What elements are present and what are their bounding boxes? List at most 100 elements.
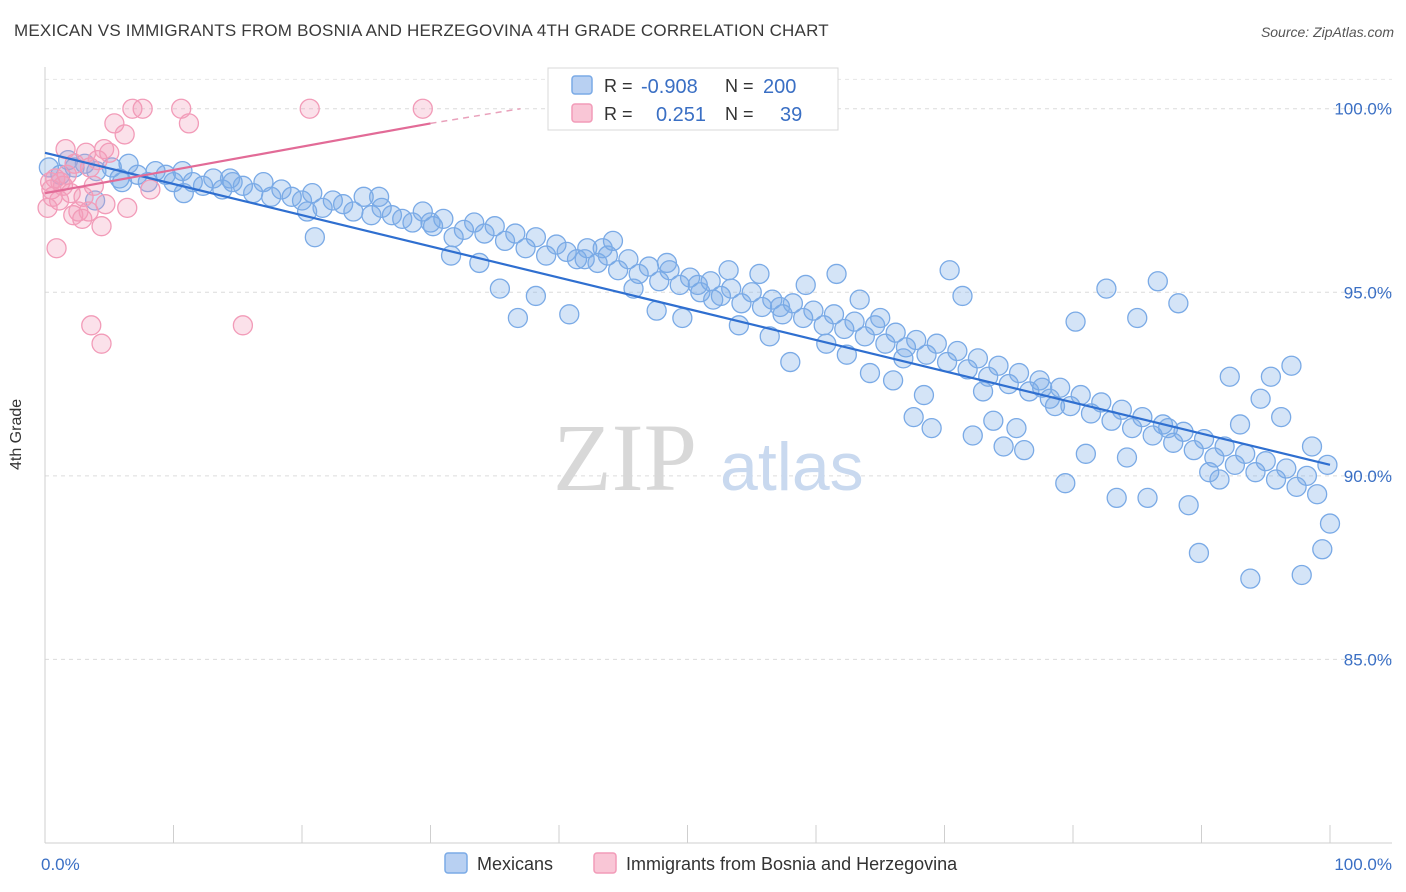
point-mexicans [1188,542,1210,564]
stat-n-label-mexicans: N = [725,76,754,96]
point-mexicans [1116,447,1138,468]
legend-label-mexicans: Mexicans [477,854,553,874]
point-mexicans [988,355,1009,376]
point-mexicans [1301,436,1323,457]
point-mexicans [1250,388,1271,409]
point-mexicans [859,362,881,384]
point-mexicans [816,333,837,354]
point-mexicans [507,307,529,329]
point-mexicans [679,267,701,288]
point-mexicans [1014,440,1035,461]
point-bosnia [78,201,99,222]
series-legend: Mexicans Immigrants from Bosnia and Herz… [444,852,958,874]
point-mexicans [1276,458,1297,479]
point-mexicans [780,351,801,373]
x-tick-label: 0.0% [41,855,80,874]
point-mexicans [656,252,678,274]
point-mexicans [1032,377,1053,398]
point-mexicans [1265,469,1287,490]
point-mexicans [1147,271,1168,292]
y-tick-label: 85.0% [1344,650,1392,669]
point-mexicans [972,381,994,402]
tick-labels: 100.0% 95.0% 90.0% 85.0% 0.0% 100.0% [41,100,1392,874]
point-mexicans [762,289,783,310]
point-mexicans [793,307,814,329]
trend-line-bosnia-extension [430,107,521,125]
point-mexicans [361,205,382,226]
point-mexicans [1240,568,1261,589]
point-mexicans [546,234,567,255]
point-mexicans [703,289,724,310]
point-mexicans [489,278,511,299]
watermark-atlas: atlas [720,429,864,505]
x-tick-label: 100.0% [1334,855,1392,874]
point-mexicans [957,359,978,380]
point-mexicans [1214,436,1235,457]
y-tick-label: 100.0% [1334,100,1392,119]
point-mexicans [261,186,282,207]
point-mexicans [885,322,906,343]
watermark-zip: ZIP [553,404,697,511]
point-mexicans [1224,454,1246,475]
point-mexicans [484,216,505,237]
point-mexicans [844,311,865,332]
point-mexicans [302,183,323,204]
point-mexicans [1178,495,1199,516]
point-mexicans [823,304,845,325]
point-mexicans [870,307,891,329]
stat-swatch-bosnia [571,103,593,123]
point-mexicans [1044,395,1066,417]
point-mexicans [718,260,739,281]
point-mexicans [916,344,937,365]
legend-swatch-mexicans [444,852,468,874]
point-mexicans [1255,451,1276,472]
point-mexicans [433,208,454,230]
point-mexicans [741,282,762,303]
point-mexicans [1281,355,1302,376]
point-mexicans [556,241,577,263]
point-mexicans [947,340,968,362]
point-mexicans [1096,278,1117,299]
watermark: ZIP atlas [553,404,864,511]
point-bosnia [412,98,433,119]
point-mexicans [474,223,495,244]
point-mexicans [525,227,547,248]
point-mexicans [1050,377,1071,398]
point-mexicans [795,274,816,296]
point-mexicans [536,245,557,266]
stat-n-label-bosnia: N = [725,104,754,124]
point-mexicans [1075,443,1096,464]
point-mexicans [412,201,433,222]
point-bosnia [117,197,138,218]
stat-r-label-mexicans: R = [604,76,633,96]
point-mexicans [751,296,773,318]
chart-source: Source: ZipAtlas.com [1260,24,1394,40]
stat-swatch-mexicans [571,75,593,95]
chart-title: MEXICAN VS IMMIGRANTS FROM BOSNIA AND HE… [14,21,829,40]
point-mexicans [875,333,896,354]
point-mexicans [574,249,595,270]
stat-n-value-mexicans: 200 [763,76,796,98]
point-mexicans [983,410,1004,431]
point-mexicans [1199,462,1220,483]
point-mexicans [939,260,960,281]
point-mexicans [420,212,441,233]
point-mexicans [893,348,914,369]
point-mexicans [1008,362,1030,384]
trend-line-mexicans [44,151,1331,466]
point-bosnia [122,98,143,119]
point-mexicans [1291,564,1312,586]
point-mexicans [834,318,855,340]
point-mexicans [906,329,927,351]
point-mexicans [836,344,857,365]
point-mexicans [422,216,444,237]
point-mexicans [1006,417,1027,439]
point-mexicans [1065,311,1086,332]
point-bosnia [91,216,112,237]
point-mexicans [505,223,526,244]
point-mexicans [731,293,752,314]
data-points [37,98,1341,589]
point-mexicans [1260,366,1282,387]
point-mexicans [826,263,847,285]
point-mexicans [649,271,670,292]
